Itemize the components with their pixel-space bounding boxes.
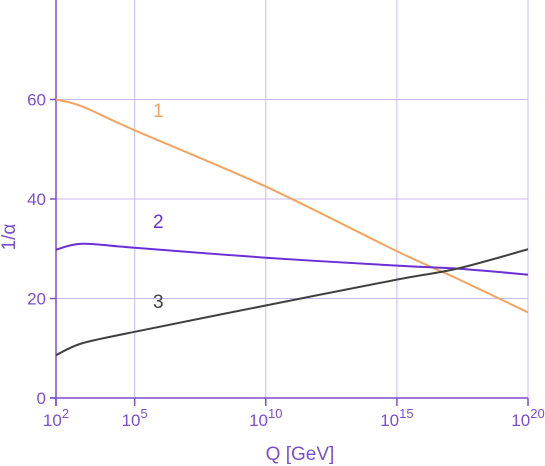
y-tick-label: 60 [27,91,46,110]
x-tick-label: 102 [43,406,69,430]
curve-label-1: 1 [153,101,164,122]
series-lines [55,98,529,357]
y-tick-label: 20 [27,290,46,309]
x-tick-label: 1020 [511,406,544,430]
y-axis-title: 1/α [0,224,20,251]
x-axis-title: Q [GeV] [266,444,335,465]
y-tick-label: 0 [37,389,46,408]
curve-labels: 1 2 3 [153,101,164,313]
x-tick-label: 1015 [380,406,413,430]
series-line-1 [55,98,529,314]
series-line-3 [55,248,529,357]
series-line-2 [55,242,529,276]
axes [50,0,529,406]
x-tick-label: 105 [122,406,148,430]
curve-label-3: 3 [153,292,164,313]
curve-label-2: 2 [153,212,164,233]
x-tick-label: 1010 [249,406,282,430]
tick-labels: 0 20 40 60 102 105 1010 1015 1020 [27,91,545,431]
y-tick-label: 40 [27,190,46,209]
